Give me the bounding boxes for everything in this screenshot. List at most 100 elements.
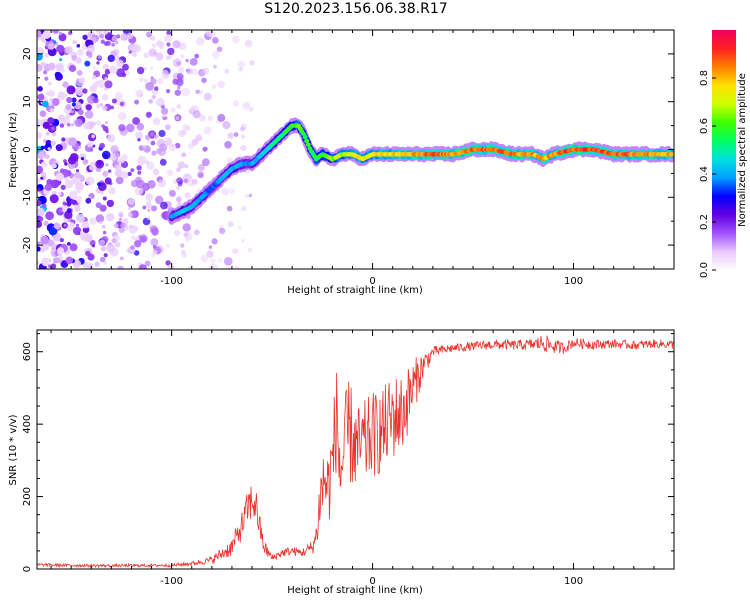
noise-blob xyxy=(183,178,189,184)
noise-blob xyxy=(42,30,51,39)
noise-blob xyxy=(202,146,208,152)
noise-blob xyxy=(74,205,81,212)
noise-blob xyxy=(44,76,49,81)
noise-blob xyxy=(157,77,164,85)
noise-blob xyxy=(197,163,205,172)
noise-blob xyxy=(37,93,45,101)
noise-blob xyxy=(145,193,154,201)
noise-blob xyxy=(184,192,191,199)
noise-blob xyxy=(92,75,97,80)
noise-blob xyxy=(150,140,156,146)
noise-blob xyxy=(185,238,190,242)
noise-blob xyxy=(37,165,44,174)
noise-blob xyxy=(66,96,73,104)
noise-blob xyxy=(168,189,176,197)
ridge-core xyxy=(304,138,310,144)
noise-blob xyxy=(47,42,55,50)
noise-blob xyxy=(145,160,150,165)
noise-blob xyxy=(242,101,251,110)
noise-blob xyxy=(118,157,125,164)
noise-blob xyxy=(151,150,157,156)
colorbar-tick-label: 0.2 xyxy=(699,214,710,230)
noise-blob xyxy=(51,132,57,137)
noise-blob xyxy=(150,35,156,41)
noise-blob xyxy=(147,180,156,189)
noise-blob xyxy=(120,33,128,41)
noise-blob xyxy=(152,168,160,176)
noise-blob xyxy=(114,241,121,248)
noise-blob xyxy=(37,220,42,228)
noise-blob xyxy=(98,33,105,39)
noise-blob xyxy=(96,103,101,109)
noise-blob xyxy=(92,66,96,70)
noise-blob xyxy=(78,77,85,84)
noise-blob xyxy=(40,61,46,67)
noise-blob xyxy=(99,142,105,149)
noise-blob xyxy=(62,81,69,88)
noise-blob xyxy=(85,104,93,111)
noise-blob xyxy=(110,145,119,154)
noise-blob xyxy=(111,98,117,104)
noise-blob xyxy=(159,158,167,166)
noise-blob xyxy=(127,171,132,177)
noise-blob xyxy=(244,39,253,48)
noise-blob xyxy=(180,54,185,59)
noise-blob xyxy=(224,141,232,149)
noise-blob xyxy=(198,114,206,122)
noise-blob xyxy=(65,46,73,54)
noise-blob xyxy=(57,191,62,196)
noise-blob xyxy=(83,122,91,130)
noise-blob xyxy=(232,100,240,107)
noise-blob xyxy=(47,89,55,98)
noise-blob xyxy=(128,44,137,52)
noise-blob xyxy=(74,171,81,179)
noise-blob xyxy=(137,170,142,175)
noise-blob xyxy=(134,186,144,196)
y-tick-label: -20 xyxy=(22,237,33,253)
noise-blob xyxy=(165,55,170,60)
noise-blob xyxy=(191,68,198,76)
noise-blob xyxy=(237,60,245,69)
noise-blob xyxy=(211,238,218,245)
noise-blob xyxy=(67,123,71,127)
noise-blob xyxy=(64,177,69,182)
noise-blob xyxy=(99,103,104,107)
noise-blob xyxy=(121,72,127,78)
noise-blob xyxy=(93,97,99,104)
noise-blob xyxy=(138,77,144,82)
noise-blob xyxy=(148,48,157,57)
noise-blob xyxy=(217,113,226,122)
noise-blob xyxy=(115,59,124,68)
noise-blob xyxy=(111,42,115,47)
noise-blob xyxy=(212,37,219,44)
noise-blob xyxy=(240,145,247,152)
noise-blob xyxy=(37,260,40,265)
noise-blob xyxy=(154,86,159,91)
noise-blob xyxy=(82,34,88,40)
noise-blob xyxy=(211,50,220,59)
noise-blob xyxy=(63,223,67,228)
noise-blob xyxy=(81,221,90,229)
noise-blob xyxy=(37,200,42,207)
noise-blob xyxy=(138,264,147,269)
noise-blob xyxy=(145,82,155,91)
noise-blob xyxy=(44,154,50,160)
noise-blob xyxy=(101,224,106,229)
y-tick-label: -10 xyxy=(22,189,33,205)
noise-blob xyxy=(108,169,112,173)
colorbar-gradient xyxy=(712,30,736,270)
noise-blob xyxy=(103,30,109,35)
noise-blob xyxy=(181,87,190,97)
y-tick-label: 400 xyxy=(22,415,33,434)
noise-blob xyxy=(42,100,49,108)
noise-blob xyxy=(114,164,122,172)
snr-panel: -100 0 100 0 200 400 600 Height of straight l… xyxy=(8,329,675,596)
noise-blob xyxy=(148,99,153,104)
noise-blob xyxy=(114,40,119,45)
noise-blob xyxy=(228,188,235,194)
noise-blob xyxy=(54,71,61,78)
y-tick-label: 0 xyxy=(22,146,33,152)
noise-blob xyxy=(75,57,82,64)
noise-blob xyxy=(94,261,100,267)
noise-blob xyxy=(144,134,151,141)
